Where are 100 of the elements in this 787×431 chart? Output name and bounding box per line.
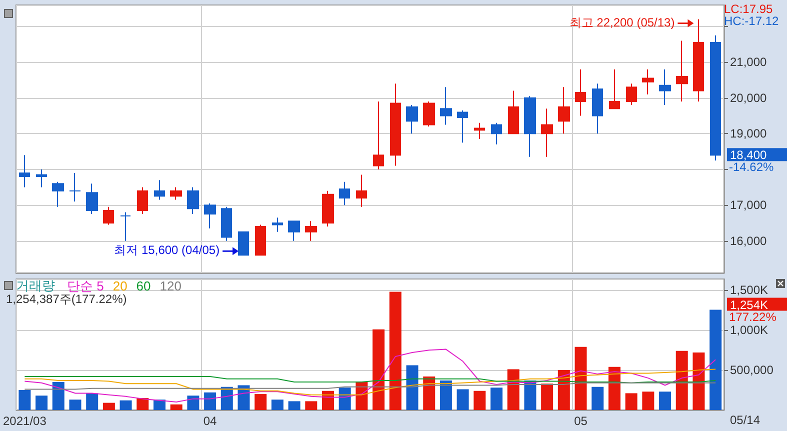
candlestick [508, 90, 519, 134]
candlestick [322, 190, 334, 228]
candlestick [659, 68, 671, 106]
candlestick [440, 86, 452, 126]
bar [524, 380, 536, 410]
candlestick [288, 220, 300, 242]
candlestick [710, 34, 721, 161]
bar [153, 400, 166, 410]
bar [692, 352, 705, 410]
bar [541, 384, 554, 410]
text: -14.62% [729, 160, 774, 174]
bar [490, 388, 503, 410]
bar [574, 346, 587, 410]
candlestick [457, 110, 468, 144]
candlestick [390, 83, 401, 166]
candlestick [221, 206, 232, 242]
bar [36, 396, 48, 410]
line-series [24, 348, 716, 403]
candlestick [642, 68, 654, 95]
candlestick [541, 108, 553, 158]
candlestick [524, 96, 536, 158]
bar [372, 329, 385, 410]
candlestick [19, 154, 30, 188]
bar [389, 292, 402, 410]
candlestick [187, 186, 199, 215]
bar [120, 400, 132, 410]
y-tick-label: 21,000 [730, 55, 768, 70]
bar [642, 392, 654, 410]
line-series [24, 382, 716, 390]
y-tick-label: 20,000 [730, 90, 768, 105]
bar [102, 402, 115, 410]
candlestick [356, 174, 367, 208]
candlestick [52, 181, 64, 208]
candlestick [154, 180, 165, 200]
bar [625, 393, 638, 410]
line-series [24, 368, 716, 396]
bar [204, 392, 216, 410]
bar [271, 400, 284, 410]
annotation: 1,254,387주(177.22%) [6, 292, 127, 306]
y-tick-label: 500,000 [730, 363, 774, 378]
annotation: 최저 15,600 (04/05) [114, 243, 220, 258]
candlestick [69, 172, 81, 202]
candlestick [423, 100, 435, 127]
candlestick [36, 168, 47, 188]
candlestick [474, 122, 485, 140]
bar [305, 401, 318, 410]
legend-title: 거래량 [16, 278, 55, 293]
bar [187, 396, 200, 410]
text: 1,254K [730, 298, 768, 312]
candlestick [609, 68, 620, 110]
bar [170, 404, 182, 410]
bar [592, 386, 604, 410]
candlestick [592, 83, 603, 134]
y-tick-label: 17,000 [730, 198, 768, 212]
x-tick-label: 2021/03 [2, 414, 47, 428]
bar [254, 394, 267, 410]
x-tick-label: 05 [574, 414, 588, 428]
bar [456, 389, 469, 410]
text: 05/14 [730, 413, 760, 427]
candlestick [255, 224, 266, 256]
bar [710, 310, 722, 410]
bar [507, 369, 520, 410]
bar [406, 365, 418, 410]
text: 단순 5 [67, 278, 104, 294]
candlestick [86, 183, 98, 215]
x-tick-label: 04 [203, 414, 218, 428]
line-series [24, 376, 716, 384]
candlestick [170, 186, 182, 200]
bar [69, 400, 82, 410]
bar [608, 366, 620, 410]
bar [440, 380, 452, 410]
candlestick [575, 68, 586, 116]
candlestick [558, 86, 570, 134]
annotation: HC:-17.12 [724, 14, 780, 28]
bar [288, 401, 300, 410]
text: 20 [112, 278, 128, 294]
text: 177.22% [729, 310, 777, 324]
text: 18,400 [730, 148, 768, 162]
candlestick [137, 186, 148, 215]
bar [676, 350, 688, 410]
candlestick [103, 206, 114, 226]
bar [659, 392, 672, 410]
candlestick [204, 202, 216, 229]
candlestick [406, 104, 418, 134]
annotation: 최고 22,200 (05/13) [569, 15, 675, 30]
y-tick-label: 1,500K [730, 283, 768, 298]
y-tick-label: 16,000 [730, 234, 768, 248]
text: 60 [136, 278, 151, 294]
candlestick [339, 181, 350, 206]
candlestick [120, 212, 131, 242]
bar [52, 382, 64, 410]
candlestick [305, 220, 317, 242]
bar [18, 390, 31, 410]
bar [474, 390, 486, 410]
text: 120 [160, 278, 182, 294]
bar [86, 393, 98, 410]
candlestick [491, 122, 502, 145]
candlestick [626, 83, 637, 106]
bar [136, 398, 149, 410]
candlestick [373, 100, 384, 170]
